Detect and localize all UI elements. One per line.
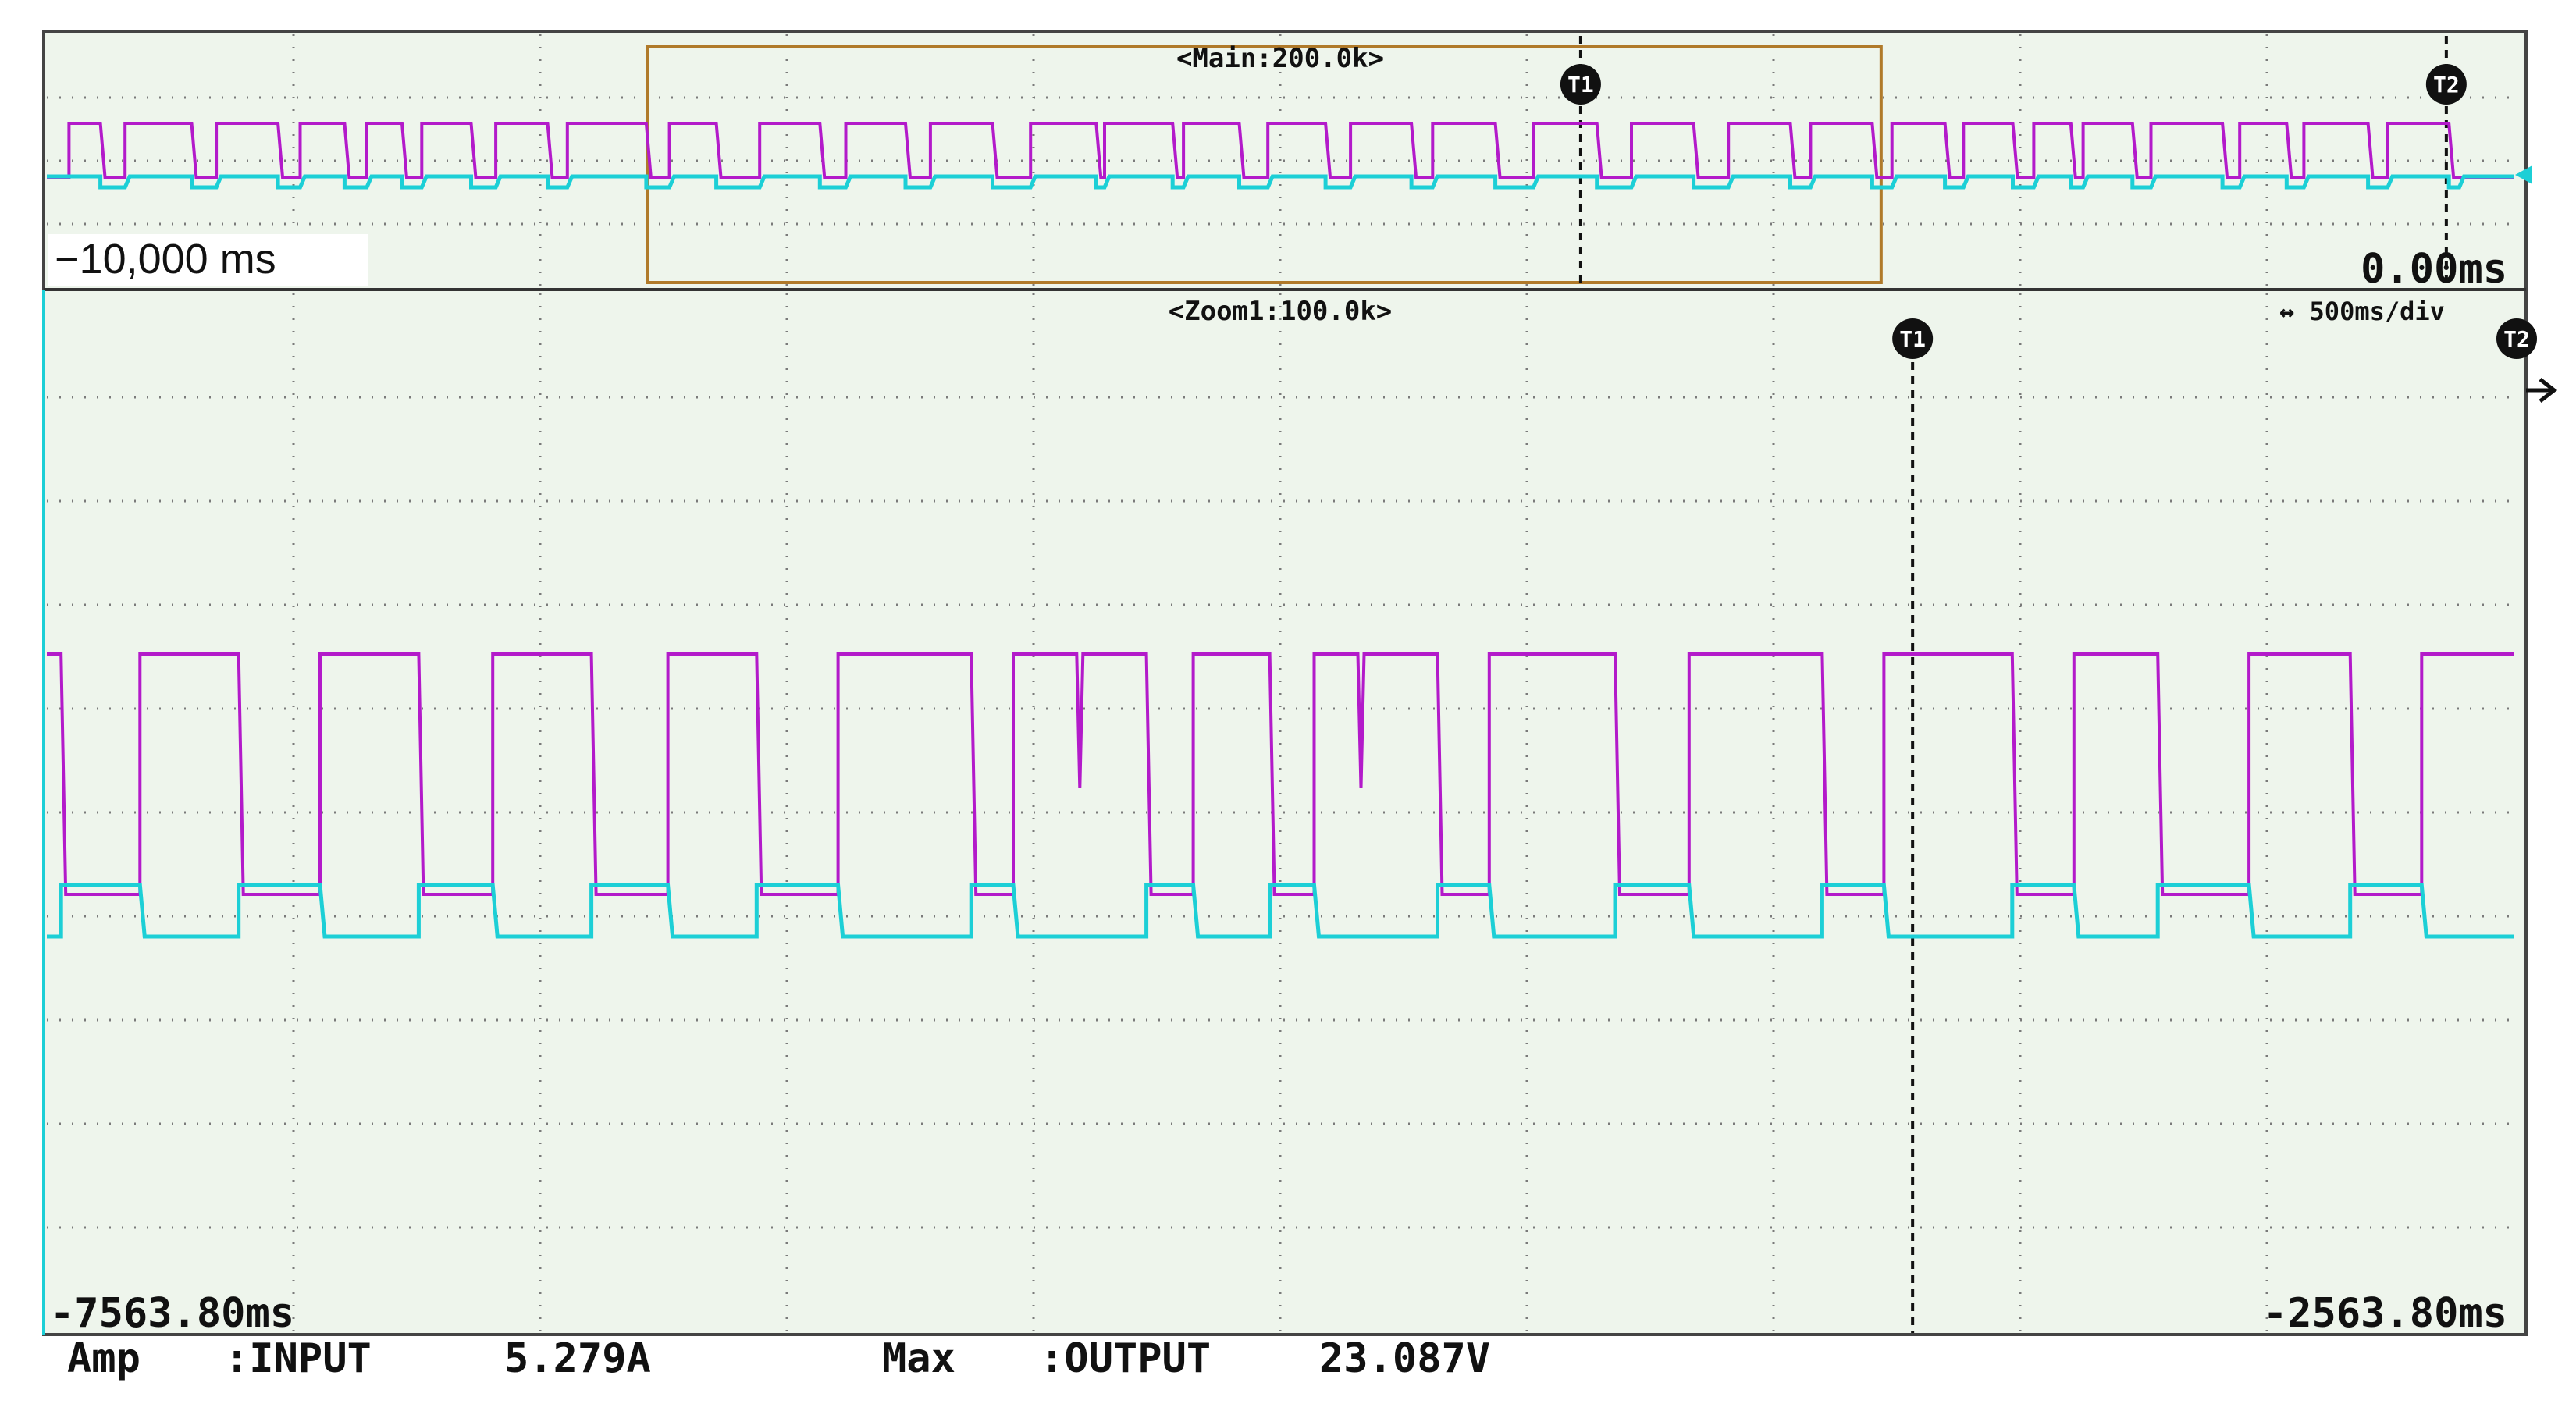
main-cursor-t2-badge: T2 [2425, 64, 2467, 105]
main-left-time-bg [48, 234, 368, 286]
meas1-value: 5.279A [504, 1335, 651, 1382]
zoom-cursor-t1-badge: T1 [1892, 318, 1934, 359]
main-header: <Main:200.0k> [1176, 43, 1384, 74]
main-cyan-trace [47, 174, 2514, 190]
timebase-arrow-icon: ↔ [2279, 297, 2310, 326]
zoom-cursor-t2-badge: T2 [2496, 318, 2537, 359]
timebase-label: ↔ 500ms/div [2279, 297, 2445, 326]
svg-text:T2: T2 [2433, 72, 2460, 98]
main-cursor-t1-badge: T1 [1560, 64, 1601, 105]
main-right-time: 0.00ms [2361, 246, 2507, 293]
meas2-value: 23.087V [1319, 1335, 1490, 1382]
right-arrow-icon [2526, 378, 2558, 403]
svg-text:T1: T1 [1567, 72, 1594, 98]
main-left-time: −10,000 ms [55, 236, 276, 283]
zoom-magenta-trace [47, 652, 2514, 896]
zoom-header: <Zoom1:100.0k> [1169, 296, 1393, 327]
svg-text:T2: T2 [2503, 326, 2530, 352]
meas2-label: Max [882, 1335, 955, 1382]
timebase-value: 500ms/div [2310, 297, 2445, 326]
zoom-left-time: -7563.80ms [50, 1290, 294, 1337]
channel-marker-icon [2515, 165, 2532, 184]
zoom-window-box [646, 45, 1883, 284]
svg-text:T1: T1 [1899, 326, 1926, 352]
meas1-source: :INPUT [225, 1335, 372, 1382]
zoom-cyan-trace [47, 883, 2514, 939]
zoom-right-time: -2563.80ms [2263, 1290, 2507, 1337]
main-magenta-trace [47, 122, 2514, 179]
meas1-label: Amp [67, 1335, 141, 1382]
main-grid [47, 34, 2514, 287]
meas2-source: :OUTPUT [1040, 1335, 1211, 1382]
